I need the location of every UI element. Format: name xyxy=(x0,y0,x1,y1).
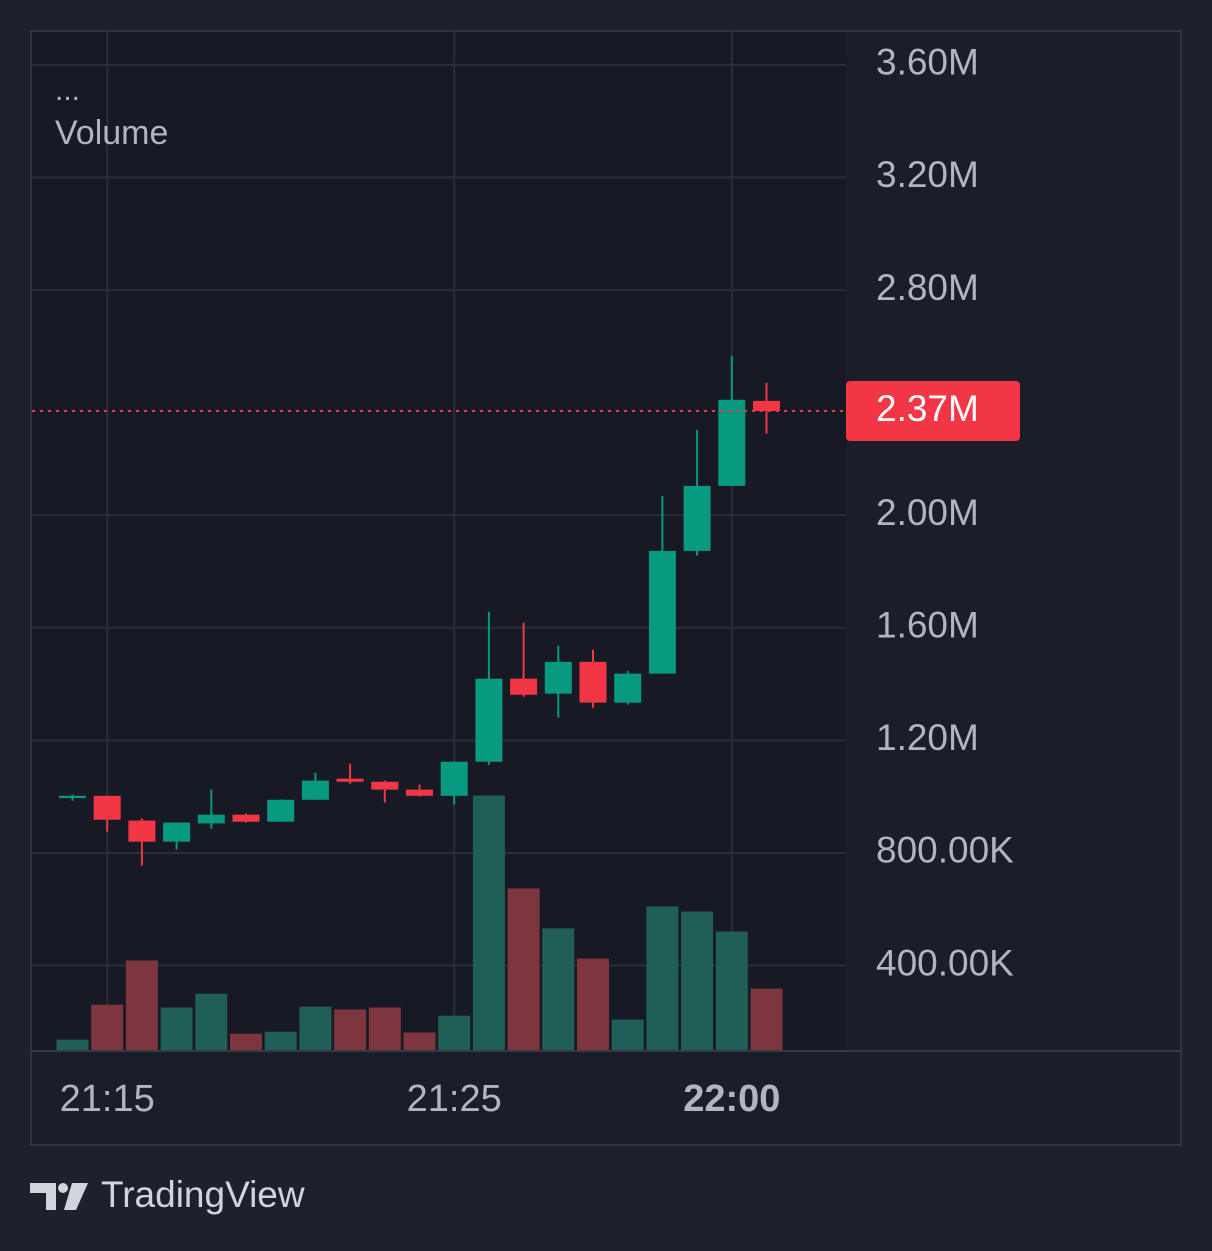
volume-bar xyxy=(542,928,575,1050)
marks xyxy=(32,355,846,1050)
volume-bar xyxy=(264,1031,297,1050)
y-tick-label: 800.00K xyxy=(876,830,1014,871)
volume-bar xyxy=(91,1004,124,1050)
volume-bar xyxy=(403,1032,436,1050)
candle-body xyxy=(128,820,156,842)
candle-body xyxy=(475,678,503,762)
y-tick-label: 3.60M xyxy=(876,42,979,83)
candle-body xyxy=(718,399,746,486)
candle-body xyxy=(197,814,225,824)
volume-bar xyxy=(299,1006,332,1050)
y-tick-label: 1.60M xyxy=(876,605,979,646)
candle-body xyxy=(753,400,780,412)
candle-body xyxy=(267,799,295,822)
volume-bar xyxy=(472,795,505,1050)
candle-body xyxy=(510,678,538,695)
legend-title: Volume xyxy=(55,114,168,152)
legend-menu[interactable]: ... xyxy=(55,74,80,107)
plot-area xyxy=(32,32,846,1050)
candle-body xyxy=(614,673,642,703)
volume-bar xyxy=(195,993,228,1050)
candle-body xyxy=(579,661,607,703)
volume-bar xyxy=(368,1007,401,1050)
candle-body xyxy=(544,661,572,694)
brand-logo xyxy=(30,1183,88,1210)
candle-body xyxy=(336,778,364,782)
volume-bar xyxy=(56,1039,89,1050)
y-tick-label: 400.00K xyxy=(876,942,1014,983)
volume-bar xyxy=(125,960,158,1050)
volume-bar xyxy=(160,1007,193,1050)
candle-body xyxy=(371,781,399,790)
volume-bar xyxy=(577,958,609,1050)
volume-bar xyxy=(750,988,783,1050)
volume-bar xyxy=(438,1015,471,1050)
labels: 400.00K 800.00K 1.20M 1.60M 2.00M 2.80M 3.20M 3… xyxy=(60,42,1020,1120)
candle-body xyxy=(406,789,433,796)
y-tick-label: 2.00M xyxy=(876,492,979,533)
x-tick-label: 21:15 xyxy=(60,1078,155,1120)
volume-bar xyxy=(507,888,540,1050)
candle-body xyxy=(163,822,191,842)
candle-body xyxy=(440,761,468,796)
volume-bar xyxy=(715,931,748,1050)
volume-bar xyxy=(681,911,714,1050)
last-price-tag xyxy=(846,381,1020,442)
candle-body xyxy=(59,795,86,799)
x-tick-label: 21:25 xyxy=(407,1078,502,1120)
candle-body xyxy=(93,795,121,820)
volume-bar xyxy=(230,1033,262,1050)
y-tick-label: 1.20M xyxy=(876,717,979,758)
candle-body xyxy=(648,550,676,674)
volume-bar xyxy=(334,1009,367,1050)
candle-body xyxy=(232,814,260,822)
x-tick-label: 22:00 xyxy=(683,1078,780,1120)
brand-name: TradingView xyxy=(101,1174,305,1215)
volume-bar xyxy=(646,906,679,1050)
volume-bar xyxy=(611,1019,644,1050)
y-tick-label: 3.20M xyxy=(876,154,979,195)
y-tick-label: 2.80M xyxy=(876,267,979,308)
last-price-label: 2.37M xyxy=(876,388,979,429)
candle-body xyxy=(683,485,711,551)
candle-body xyxy=(301,780,329,800)
